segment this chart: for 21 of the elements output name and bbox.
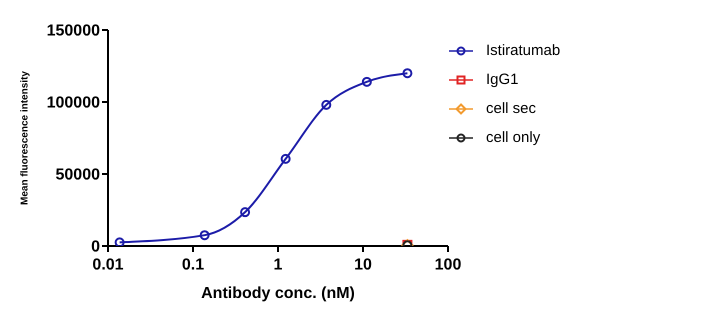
- point: [362, 76, 372, 87]
- legend-label: Istiratumab: [486, 42, 560, 59]
- y-axis-title: Mean fluorescence intensity: [20, 70, 31, 205]
- point: [321, 100, 332, 110]
- y-tick-label: 0: [91, 238, 100, 256]
- point: [240, 207, 250, 218]
- y-tick-label: 50000: [56, 166, 100, 184]
- x-tick-label: 0.1: [182, 256, 204, 274]
- x-tick-label: 10: [354, 256, 372, 274]
- y-tick-label: 150000: [46, 22, 100, 40]
- point: [402, 68, 412, 78]
- x-tick-label: 1: [274, 256, 283, 274]
- legend-label: cell sec: [486, 100, 536, 117]
- x-axis-title: Antibody conc. (nM): [201, 285, 355, 302]
- x-tick-label: 0.01: [92, 256, 124, 274]
- legend-label: cell only: [486, 129, 540, 146]
- x-tick-label: 100: [434, 256, 462, 274]
- legend-label: IgG1: [486, 71, 519, 88]
- point: [280, 154, 291, 164]
- y-tick-label: 100000: [46, 94, 100, 112]
- point: [200, 230, 210, 240]
